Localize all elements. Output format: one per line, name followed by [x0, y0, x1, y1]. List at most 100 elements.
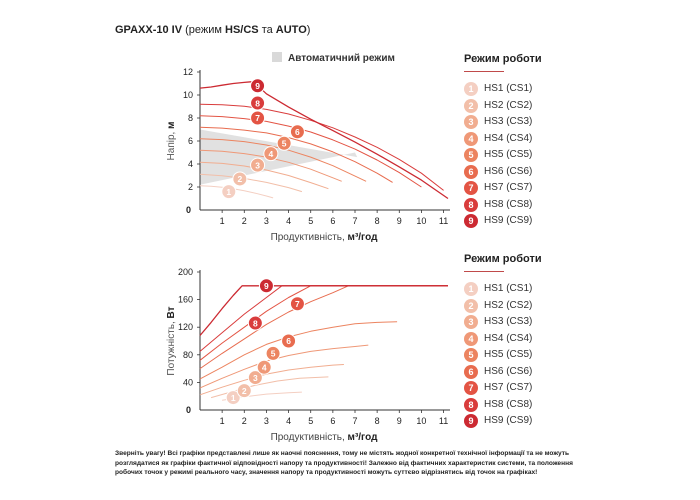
series-line-hs9 [199, 81, 449, 200]
series-marker-hs5 [276, 135, 292, 151]
x-tick-label: 7 [352, 416, 357, 426]
series-marker-label-hs2: 2 [237, 174, 242, 184]
series-marker-hs7 [250, 110, 266, 126]
x-tick-label: 4 [286, 416, 291, 426]
series-marker-hs3 [247, 370, 263, 386]
legend-badge-hs8: 8 [464, 197, 478, 212]
legend-badge-hs8: 8 [464, 397, 478, 412]
series-marker-label-hs4: 4 [262, 362, 267, 372]
chart-title: GPAXX-10 IV (режим HS/CS та AUTO) [115, 24, 310, 36]
series-marker-label-hs4: 4 [268, 149, 273, 159]
y-tick-label: 120 [178, 322, 193, 332]
y-tick-label: 4 [188, 159, 193, 169]
legend-label-hs5: HS5 (CS5) [484, 349, 533, 360]
series-marker-label-hs1: 1 [226, 187, 231, 197]
series-line-hs7 [199, 115, 422, 188]
legend-badge-hs5: 5 [464, 148, 478, 162]
legend-label-hs8: HS8 (CS8) [484, 398, 533, 410]
series-marker-hs6 [281, 333, 297, 349]
mode-suffix: ) [306, 24, 311, 36]
legend-badge-hs4: 4 [464, 331, 478, 346]
series-marker-hs4 [256, 359, 272, 375]
legend-label-hs5: HS5 (CS5) [484, 149, 533, 160]
x-tick-label: 8 [375, 216, 380, 226]
x-tick-label: 10 [416, 416, 426, 426]
x-axis-label: Продуктивність, м³/год [271, 232, 379, 243]
legend-badge-hs7: 7 [464, 181, 478, 195]
series-marker-hs9 [250, 78, 266, 94]
series-marker-label-hs1: 1 [231, 393, 236, 403]
legend-badge-hs9: 9 [464, 414, 478, 428]
x-tick-label: 3 [264, 216, 269, 226]
y-tick-label: 200 [178, 267, 193, 277]
legend-badge-hs2: 2 [464, 98, 478, 113]
x-tick-label: 6 [330, 216, 335, 226]
y-tick-label: 8 [188, 113, 193, 123]
legend-label-hs9: HS9 (CS9) [484, 215, 533, 226]
series-marker-hs2 [236, 383, 252, 399]
legend-label-hs4: HS4 (CS4) [484, 132, 533, 144]
y-tick-label: 80 [183, 350, 193, 360]
series-marker-label-hs6: 6 [286, 336, 291, 346]
series-marker-hs3 [250, 157, 266, 173]
legend-badge-hs6: 6 [464, 364, 478, 379]
series-line-hs2 [199, 173, 303, 193]
y-tick-label: 160 [178, 295, 193, 305]
x-tick-label: 9 [397, 416, 402, 426]
legend-label-hs3: HS3 (CS3) [484, 116, 533, 127]
x-tick-label: 1 [220, 216, 225, 226]
x-tick-label: 11 [439, 216, 448, 226]
origin-label: 0 [186, 205, 191, 215]
x-tick-label: 3 [264, 416, 269, 426]
series-marker-label-hs8: 8 [255, 98, 260, 108]
legend-label-hs2: HS2 (CS2) [484, 99, 533, 111]
x-tick-label: 5 [308, 416, 313, 426]
x-tick-label: 11 [439, 416, 448, 426]
legend-badge-hs4: 4 [464, 131, 478, 146]
origin-label: 0 [186, 405, 191, 415]
legend-badge-hs5: 5 [464, 348, 478, 362]
series-marker-hs8 [247, 315, 263, 331]
series-marker-hs1 [221, 184, 237, 200]
series-marker-label-hs9: 9 [264, 281, 269, 291]
series-marker-label-hs2: 2 [242, 386, 247, 396]
legend-label-hs7: HS7 (CS7) [484, 182, 533, 193]
series-marker-hs7 [289, 296, 305, 312]
y-axis-label: Напір, м [166, 122, 177, 161]
series-line-hs4 [199, 149, 342, 182]
series-marker-hs4 [263, 146, 279, 162]
power-chart: 1 2 3 4 5 6 7 8 9 10 1140801201602000Продуктивніст… [166, 267, 450, 443]
auto-mode-legend: Автоматичний режим [272, 52, 395, 64]
series-line-hs8 [199, 285, 448, 352]
disclaimer-text: Зверніть увагу! Всі графіки представлені… [115, 450, 573, 476]
legend-label-hs9: HS9 (CS9) [484, 415, 533, 426]
series-marker-label-hs3: 3 [253, 373, 258, 383]
series-marker-label-hs3: 3 [255, 160, 260, 170]
mode-prefix: (режим [185, 24, 226, 36]
x-tick-label: 10 [416, 216, 426, 226]
legend-title-bottom: Режим роботи [464, 253, 542, 265]
y-tick-label: 12 [183, 67, 193, 77]
series-line-hs8 [199, 103, 444, 191]
legend-badge-hs6: 6 [464, 164, 478, 179]
legend-label-hs1: HS1 (CS1) [484, 283, 533, 294]
series-marker-hs1 [225, 390, 241, 406]
series-line-hs3 [199, 161, 329, 190]
series-marker-hs9 [258, 278, 274, 294]
x-tick-label: 9 [397, 216, 402, 226]
series-marker-label-hs7: 7 [295, 299, 300, 309]
legend-badge-hs7: 7 [464, 381, 478, 395]
series-line-hs4 [199, 344, 369, 389]
mode-auto: AUTO [275, 24, 307, 36]
x-axis-label: Продуктивність, м³/год [271, 432, 379, 443]
mode-hs: HS/CS [225, 24, 259, 36]
series-line-hs5 [199, 321, 398, 380]
legend-badge-hs1: 1 [464, 282, 478, 296]
y-axis-label: Потужність, Вт [166, 306, 177, 375]
x-tick-label: 4 [286, 216, 291, 226]
series-line-hs3 [199, 364, 344, 396]
x-tick-label: 2 [242, 416, 247, 426]
x-tick-label: 8 [375, 416, 380, 426]
x-tick-label: 1 [220, 416, 225, 426]
legend-label-hs2: HS2 (CS2) [484, 299, 533, 311]
